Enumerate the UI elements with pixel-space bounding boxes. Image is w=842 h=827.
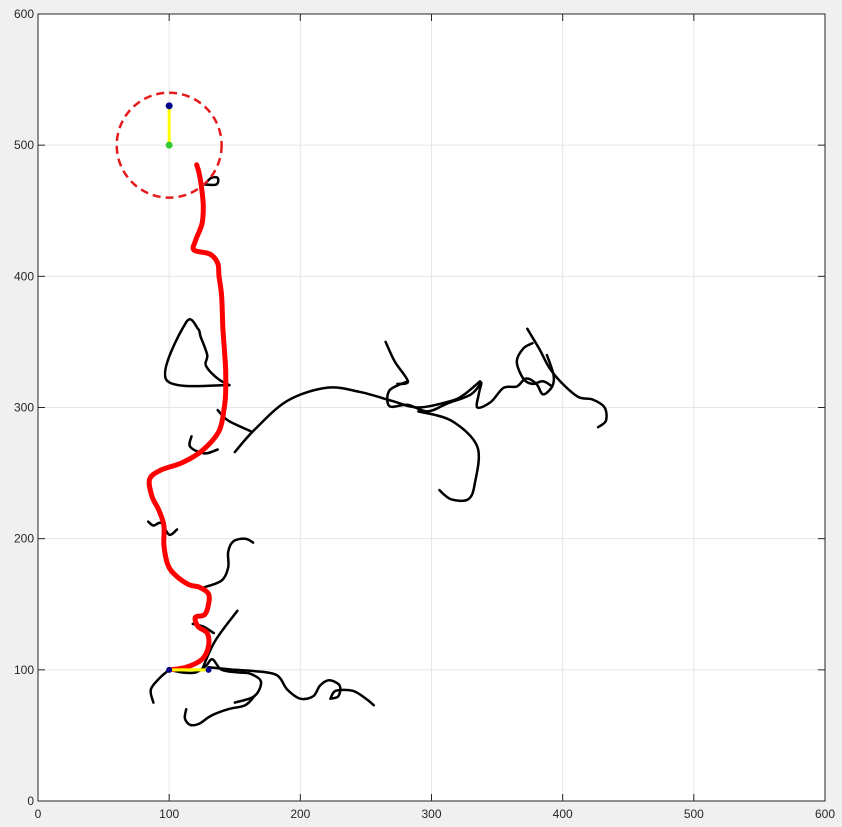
y-tick-label: 400 bbox=[14, 269, 34, 283]
goal-region bbox=[115, 91, 223, 199]
x-tick-label: 300 bbox=[421, 807, 441, 821]
tree-branch bbox=[417, 410, 481, 503]
start-point bbox=[166, 666, 173, 673]
tree-branch bbox=[233, 380, 482, 454]
y-tick-label: 0 bbox=[27, 794, 34, 808]
tree-branch bbox=[329, 688, 376, 707]
x-tick-label: 500 bbox=[684, 807, 704, 821]
tree-branch bbox=[526, 327, 608, 429]
y-tick-label: 100 bbox=[14, 663, 34, 677]
tree-branch bbox=[200, 609, 239, 672]
tree-branch bbox=[207, 665, 342, 701]
goal-heading-point bbox=[165, 102, 173, 110]
markers bbox=[115, 91, 223, 673]
x-tick-label: 400 bbox=[553, 807, 573, 821]
tree-branch bbox=[163, 318, 231, 388]
tree-branch bbox=[203, 537, 255, 589]
y-tick-label: 200 bbox=[14, 532, 34, 546]
goal-point bbox=[165, 141, 173, 149]
y-tick-label: 500 bbox=[14, 138, 34, 152]
planned-path bbox=[146, 162, 229, 673]
tree-branch bbox=[203, 175, 220, 187]
x-tick-label: 0 bbox=[35, 807, 42, 821]
y-tick-label: 300 bbox=[14, 401, 34, 415]
y-tick-label: 600 bbox=[14, 7, 34, 21]
tree-branch bbox=[188, 435, 219, 455]
axis-ticks: 0 100 200 300 400 500 600 0 100 200 300 400 500 600 bbox=[14, 7, 835, 821]
tree-branch bbox=[149, 668, 171, 704]
x-tick-label: 200 bbox=[290, 807, 310, 821]
tree-branch bbox=[216, 408, 252, 433]
start-heading-point bbox=[205, 666, 212, 673]
tree-branch bbox=[183, 694, 256, 727]
tree-branch bbox=[515, 341, 554, 388]
tree-branches bbox=[146, 175, 608, 727]
tree-branch bbox=[386, 380, 483, 413]
path-line bbox=[146, 162, 229, 673]
x-tick-label: 100 bbox=[159, 807, 179, 821]
x-tick-label: 600 bbox=[815, 807, 835, 821]
